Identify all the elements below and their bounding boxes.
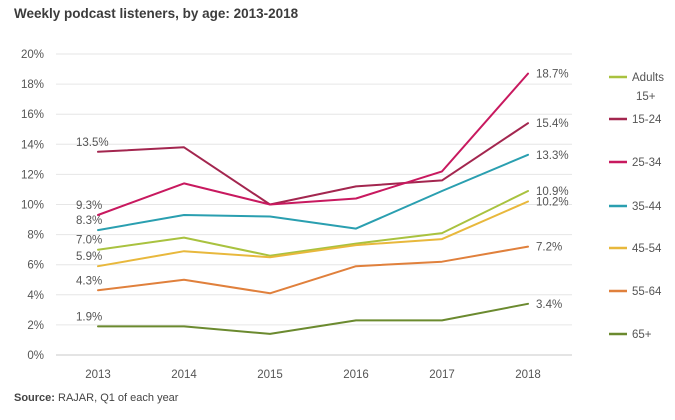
- legend: Adults 15+ 15-24 25-34 35-44 45-54 55-64 65+: [609, 72, 664, 341]
- series-line: [97, 302, 529, 335]
- series-lines: [97, 72, 529, 335]
- y-axis-ticks: 0% 2% 4% 6% 8% 10% 12% 14% 16% 18% 20%: [21, 49, 44, 362]
- data-label-last: 3.4%: [536, 299, 562, 311]
- x-tick-label: 2013: [85, 369, 111, 381]
- x-tick-label: 2017: [429, 369, 455, 381]
- legend-label: 65+: [632, 329, 652, 341]
- series-line: [97, 122, 529, 206]
- x-axis-ticks: 2013 2014 2015 2016 2017 2018: [85, 369, 541, 381]
- y-tick-label: 12%: [21, 169, 44, 181]
- data-label-last: 13.3%: [536, 150, 569, 162]
- chart-title: Weekly podcast listeners, by age: 2013-2…: [14, 6, 299, 21]
- gridlines: [56, 53, 572, 356]
- source-note: Source: RAJAR, Q1 of each year: [14, 392, 178, 404]
- legend-label: Adults: [632, 72, 664, 84]
- y-tick-label: 6%: [27, 260, 44, 272]
- data-label-first: 9.3%: [76, 200, 102, 212]
- data-label-last: 10.2%: [536, 196, 569, 208]
- data-label-first: 7.0%: [76, 235, 102, 247]
- legend-label: 35-44: [632, 201, 662, 213]
- data-label-first: 4.3%: [76, 275, 102, 287]
- y-tick-label: 14%: [21, 139, 44, 151]
- data-label-first: 8.3%: [76, 215, 102, 227]
- data-label-last: 15.4%: [536, 118, 569, 130]
- data-label-last: 10.9%: [536, 186, 569, 198]
- data-label-last: 18.7%: [536, 69, 569, 81]
- x-tick-label: 2018: [515, 369, 541, 381]
- series-line: [97, 200, 529, 268]
- data-label-first: 1.9%: [76, 311, 102, 323]
- legend-label: 15-24: [632, 114, 662, 126]
- x-tick-label: 2016: [343, 369, 369, 381]
- series-line: [97, 153, 529, 232]
- data-labels: 7.0% 10.9% 13.5% 15.4% 9.3% 18.7% 8.3% 13.3% 5.9…: [76, 69, 569, 324]
- series-line: [97, 72, 529, 216]
- series-line: [97, 245, 529, 295]
- legend-label: 15+: [636, 91, 656, 103]
- legend-label: 55-64: [632, 286, 662, 298]
- y-tick-label: 2%: [27, 320, 44, 332]
- x-tick-label: 2014: [171, 369, 197, 381]
- y-tick-label: 10%: [21, 200, 44, 212]
- data-label-first: 5.9%: [76, 251, 102, 263]
- y-tick-label: 8%: [27, 230, 44, 242]
- legend-label: 25-34: [632, 157, 662, 169]
- legend-label: 45-54: [632, 243, 662, 255]
- y-tick-label: 0%: [27, 350, 44, 362]
- source-label: Source:: [14, 392, 55, 404]
- y-tick-label: 16%: [21, 109, 44, 121]
- data-label-last: 7.2%: [536, 242, 562, 254]
- source-text: RAJAR, Q1 of each year: [54, 392, 179, 404]
- y-tick-label: 4%: [27, 290, 44, 302]
- x-tick-label: 2015: [257, 369, 283, 381]
- y-tick-label: 18%: [21, 79, 44, 91]
- series-line: [97, 190, 529, 257]
- data-label-first: 13.5%: [76, 137, 109, 149]
- y-tick-label: 20%: [21, 49, 44, 61]
